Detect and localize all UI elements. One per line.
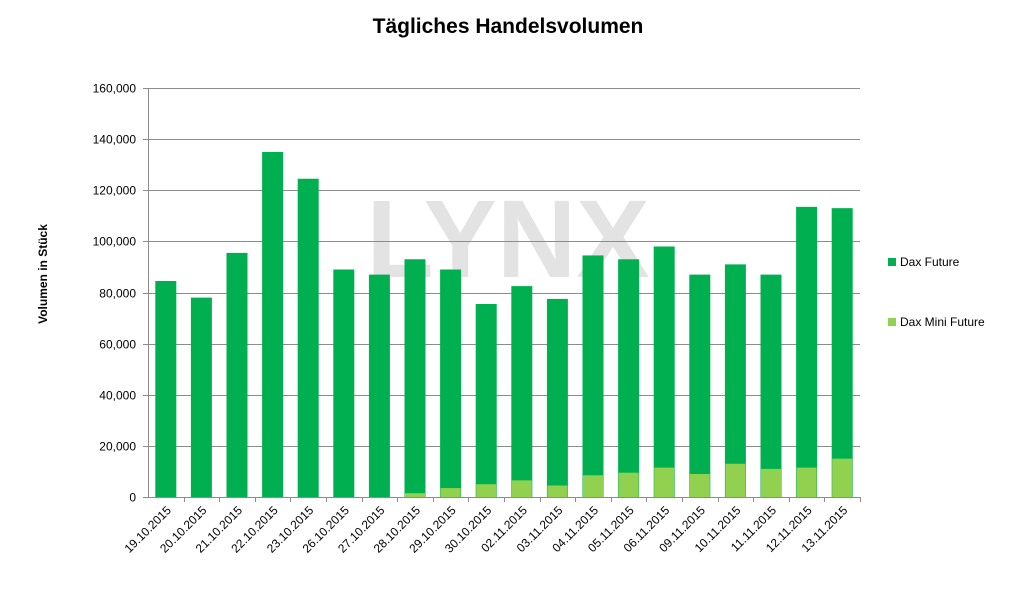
chart-title: Tägliches Handelsvolumen bbox=[373, 15, 644, 38]
x-axis-ticks: 19.10.201520.10.201521.10.201522.10.2015… bbox=[122, 497, 861, 556]
legend-swatch bbox=[888, 318, 896, 326]
bar-dax-future bbox=[796, 206, 818, 497]
bar-dax-future bbox=[511, 286, 533, 497]
bar-dax-mini-future bbox=[832, 458, 853, 497]
y-tick-label: 100,000 bbox=[93, 235, 137, 249]
bar-dax-mini-future bbox=[476, 484, 497, 497]
bar-dax-future bbox=[618, 259, 640, 497]
bar-dax-future bbox=[724, 264, 746, 497]
bar-dax-mini-future bbox=[618, 472, 639, 497]
bar-dax-mini-future bbox=[440, 488, 461, 497]
bar-dax-future bbox=[404, 259, 426, 497]
bar-dax-future bbox=[368, 274, 390, 497]
bar-dax-future bbox=[475, 304, 497, 497]
y-tick-label: 40,000 bbox=[99, 389, 136, 403]
bar-dax-mini-future bbox=[796, 467, 817, 497]
y-tick-label: 80,000 bbox=[99, 287, 136, 301]
bar-dax-future bbox=[190, 297, 212, 497]
bar-dax-future bbox=[297, 178, 319, 497]
bar-dax-mini-future bbox=[547, 485, 568, 497]
bar-dax-future bbox=[155, 280, 177, 497]
bar-dax-future bbox=[582, 255, 604, 497]
bar-dax-future bbox=[226, 252, 248, 497]
y-tick-label: 160,000 bbox=[93, 82, 137, 96]
legend-swatch bbox=[888, 258, 896, 266]
bar-dax-future bbox=[831, 208, 853, 498]
y-tick-label: 0 bbox=[129, 491, 136, 505]
bar-dax-future bbox=[546, 298, 568, 497]
bar-dax-mini-future bbox=[689, 473, 710, 497]
bar-dax-mini-future bbox=[511, 480, 532, 497]
bar-dax-future bbox=[440, 269, 462, 497]
bar-dax-future bbox=[262, 151, 284, 497]
bar-dax-future bbox=[333, 269, 355, 497]
bar-dax-mini-future bbox=[725, 463, 746, 497]
bars bbox=[155, 151, 853, 498]
y-tick-label: 60,000 bbox=[99, 338, 136, 352]
bar-dax-mini-future bbox=[583, 475, 603, 497]
bar-dax-mini-future bbox=[405, 493, 425, 497]
legend-label: Dax Mini Future bbox=[900, 315, 985, 329]
legend: Dax Future Dax Mini Future bbox=[888, 255, 985, 329]
bar-dax-future bbox=[689, 274, 711, 497]
y-axis-ticks: 0 20,000 40,000 60,000 80,000 100,000 120,000 1… bbox=[93, 82, 148, 505]
bar-dax-future bbox=[653, 246, 675, 497]
y-axis-label: Volumen in Stück bbox=[36, 224, 50, 324]
bar-dax-mini-future bbox=[761, 468, 781, 497]
legend-label: Dax Future bbox=[900, 255, 960, 269]
y-tick-label: 20,000 bbox=[99, 440, 136, 454]
bar-dax-future bbox=[760, 274, 782, 497]
y-tick-label: 120,000 bbox=[93, 184, 137, 198]
y-tick-label: 140,000 bbox=[93, 133, 137, 147]
bar-dax-mini-future bbox=[654, 467, 675, 497]
